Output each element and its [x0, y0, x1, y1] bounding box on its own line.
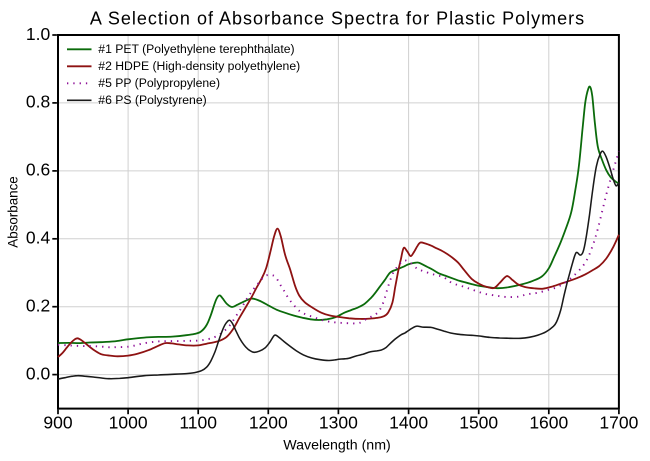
svg-text:1.0: 1.0 — [26, 24, 51, 44]
svg-text:#2 HDPE (High-density polyethy: #2 HDPE (High-density polyethylene) — [98, 59, 300, 73]
svg-text:0.6: 0.6 — [26, 160, 50, 180]
svg-text:1100: 1100 — [179, 413, 217, 433]
svg-text:0.0: 0.0 — [26, 363, 51, 383]
svg-text:Absorbance: Absorbance — [6, 176, 21, 247]
svg-text:#1 PET (Polyethylene terephtha: #1 PET (Polyethylene terephthalate) — [98, 42, 294, 56]
svg-text:#6 PS (Polystyrene): #6 PS (Polystyrene) — [98, 93, 206, 107]
svg-text:0.4: 0.4 — [26, 228, 51, 248]
svg-text:Wavelength (nm): Wavelength (nm) — [283, 437, 391, 453]
svg-text:1000: 1000 — [109, 413, 148, 433]
svg-text:0.8: 0.8 — [26, 92, 50, 112]
svg-text:1200: 1200 — [249, 413, 288, 433]
svg-text:1500: 1500 — [459, 413, 498, 433]
svg-text:1400: 1400 — [389, 413, 428, 433]
svg-text:1700: 1700 — [599, 413, 638, 433]
svg-text:#5 PP (Polypropylene): #5 PP (Polypropylene) — [98, 76, 220, 90]
svg-text:A Selection of Absorbance Spec: A Selection of Absorbance Spectra for Pl… — [90, 9, 585, 29]
svg-text:1300: 1300 — [319, 413, 358, 433]
svg-text:0.2: 0.2 — [26, 296, 50, 316]
svg-text:900: 900 — [43, 413, 72, 433]
svg-text:1600: 1600 — [529, 413, 568, 433]
